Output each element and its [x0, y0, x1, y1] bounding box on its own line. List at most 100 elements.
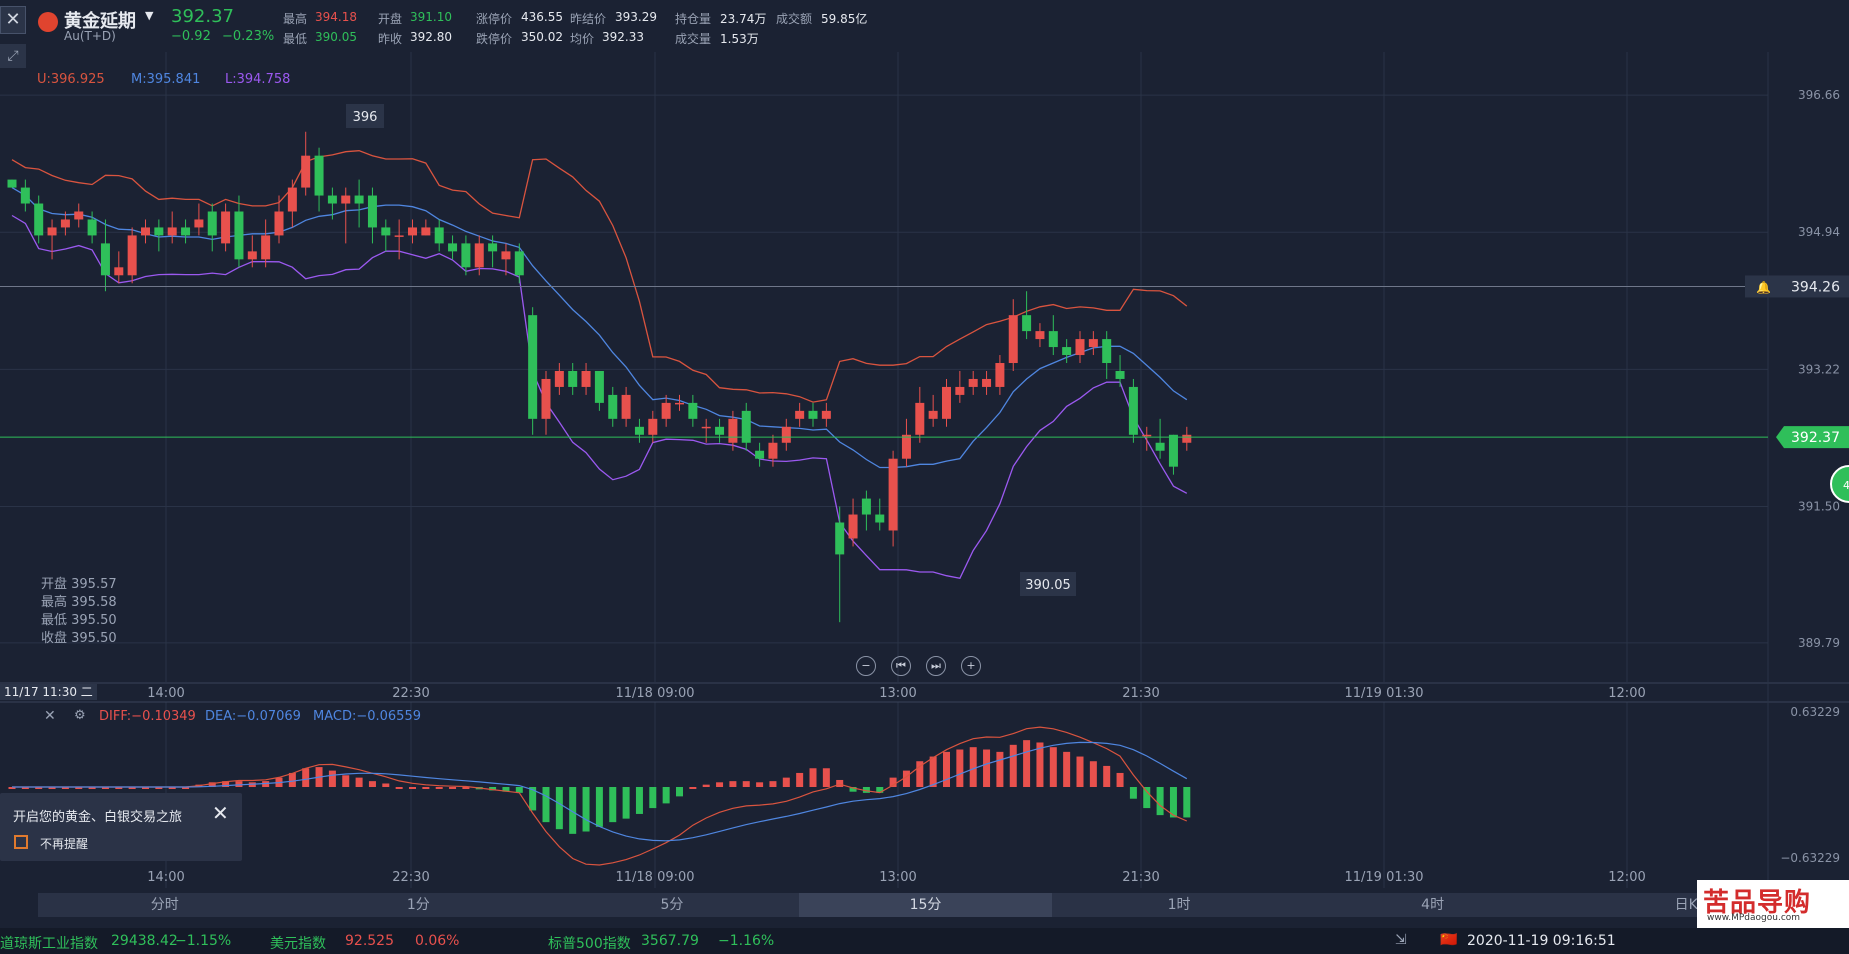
candle-body: [287, 187, 297, 212]
macd-dea-label: DEA:−0.07069: [205, 709, 301, 724]
last-price-tag: [1776, 426, 1849, 449]
candle-body: [421, 227, 431, 236]
candle-body: [394, 235, 404, 237]
macd-bar: [1063, 751, 1071, 787]
candle-body: [982, 378, 992, 387]
candle-body: [915, 402, 925, 435]
macd-bar: [716, 782, 724, 787]
candle-body: [114, 267, 124, 276]
macd-bar: [1076, 756, 1084, 787]
macd-bar: [609, 787, 617, 823]
timeframe-tab[interactable]: 1分: [406, 897, 430, 913]
candle-body: [314, 155, 324, 196]
gold-logo-icon: [38, 12, 58, 32]
macd-bar: [916, 761, 924, 787]
alert-price-value: 394.26: [1791, 279, 1840, 295]
stat-value: 350.02: [521, 30, 563, 44]
flag-icon[interactable]: 🇨🇳: [1440, 932, 1458, 948]
candle-body: [968, 378, 978, 387]
candle-body: [581, 370, 591, 387]
stat-value: 394.18: [315, 10, 357, 24]
scroll-start-button[interactable]: ⏮: [891, 656, 911, 676]
macd-bar: [769, 781, 777, 787]
candle-body: [741, 410, 751, 443]
candle-body: [701, 426, 711, 429]
macd-bar: [88, 787, 96, 789]
macd-bar: [449, 787, 457, 789]
candle-body: [755, 450, 765, 459]
macd-bar: [542, 787, 550, 823]
macd-bar: [302, 768, 310, 787]
macd-bar: [435, 787, 443, 789]
macd-bar: [1009, 744, 1017, 787]
dont-remind-checkbox[interactable]: [14, 835, 28, 849]
resize-icon[interactable]: ⇲: [1395, 932, 1407, 948]
candle-body: [354, 195, 364, 204]
candle-body: [594, 370, 604, 403]
candle-body: [1062, 347, 1072, 356]
timeframe-tab[interactable]: 4时: [1421, 897, 1445, 913]
macd-bar: [729, 781, 737, 787]
timeframe-tab[interactable]: 1时: [1167, 897, 1191, 913]
candle-body: [835, 522, 845, 555]
macd-bar: [489, 787, 497, 791]
macd-close-icon[interactable]: ✕: [44, 708, 56, 724]
scroll-end-button[interactable]: ⏭: [926, 656, 946, 676]
close-icon[interactable]: ✕: [0, 6, 26, 34]
stat-label: 跌停价: [476, 32, 513, 46]
x-tick-label: 11/18 09:00: [615, 870, 694, 885]
ticker-name[interactable]: 标普500指数: [548, 936, 631, 952]
candle-body: [528, 315, 538, 419]
stat-value: 59.85亿: [821, 12, 868, 26]
dropdown-caret-icon[interactable]: ▼: [145, 9, 154, 22]
timeframe-tab[interactable]: 5分: [660, 897, 684, 913]
instrument-name[interactable]: 黄金延期: [64, 11, 136, 32]
timeframe-tab[interactable]: 日K: [1674, 897, 1698, 913]
candle-body: [234, 211, 244, 260]
macd-bar: [235, 781, 243, 787]
macd-bar: [422, 787, 430, 789]
candle-body: [1035, 331, 1045, 340]
stat-label: 持仓量: [675, 12, 712, 26]
macd-bar: [502, 787, 510, 792]
macd-bar: [956, 749, 964, 787]
candle-body: [1168, 434, 1178, 467]
macd-bar: [155, 787, 163, 789]
candle-body: [1088, 339, 1098, 348]
macd-diff-label: DIFF:−0.10349: [99, 709, 196, 724]
y-tick-label: 389.79: [1798, 636, 1840, 650]
expand-icon[interactable]: ⤢: [0, 44, 26, 68]
x-tick-label: 12:00: [1608, 686, 1645, 701]
candle-body: [207, 211, 217, 236]
x-tick-label: 11/19 01:30: [1344, 870, 1423, 885]
macd-settings-icon[interactable]: ⚙: [74, 708, 86, 723]
x-tick-label: 14:00: [147, 870, 184, 885]
x-tick-label: 11/18 09:00: [615, 686, 694, 701]
macd-bar: [515, 787, 523, 793]
candle-body: [648, 418, 658, 435]
macd-y-tick: −0.63229: [1780, 851, 1840, 865]
timeframe-tab[interactable]: 15分: [798, 893, 1053, 917]
zoom-out-button[interactable]: −: [856, 656, 876, 676]
macd-bar: [622, 787, 630, 819]
boll-lower-label: L:394.758: [225, 72, 291, 87]
candle-body: [501, 251, 511, 260]
site-watermark: 苦品导购 www.MPdaogou.com: [1697, 880, 1849, 928]
macd-bar: [382, 783, 390, 787]
candle-body: [901, 434, 911, 459]
candle-body: [7, 179, 17, 188]
macd-bar: [1103, 765, 1111, 787]
stat-label: 最高: [283, 12, 308, 26]
zoom-in-button[interactable]: +: [961, 656, 981, 676]
popup-title: 开启您的黄金、白银交易之旅: [13, 810, 183, 825]
ticker-name[interactable]: 美元指数: [270, 936, 326, 952]
macd-bar: [222, 781, 230, 787]
high-tag-value: 396: [353, 110, 378, 125]
popup-close-icon[interactable]: ✕: [212, 801, 229, 825]
ticker-name[interactable]: 道琼斯工业指数: [0, 936, 98, 952]
timeframe-tab[interactable]: 分时: [150, 897, 179, 913]
ticker-change: 0.06%: [415, 933, 460, 949]
macd-bar: [115, 787, 123, 789]
candle-body: [1155, 442, 1165, 451]
macd-bar: [1129, 787, 1137, 799]
